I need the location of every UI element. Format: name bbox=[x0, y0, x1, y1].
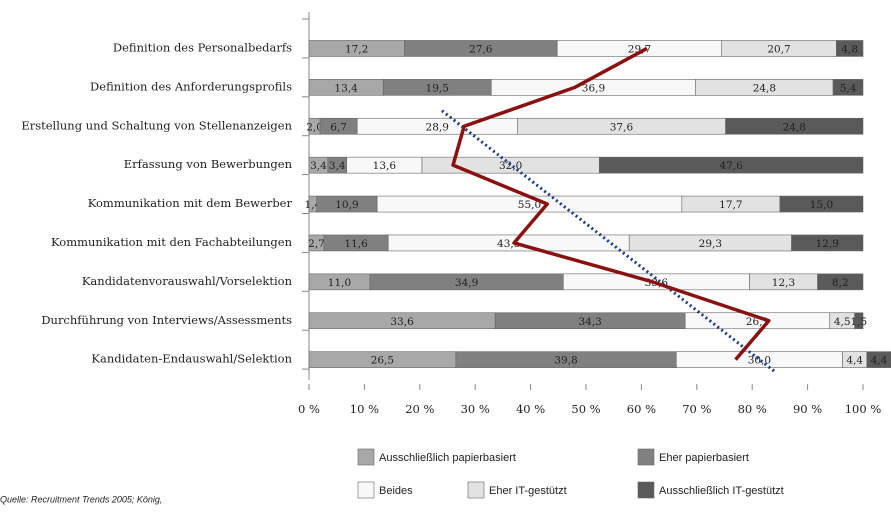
value-label: 26,5 bbox=[371, 355, 394, 367]
legend-label: Beides bbox=[379, 485, 413, 497]
bar-segment bbox=[791, 234, 864, 252]
value-label: 29,3 bbox=[699, 238, 722, 250]
value-label: 4,5 bbox=[834, 316, 851, 328]
value-label: 13,4 bbox=[334, 82, 358, 94]
x-tick-label: 80 % bbox=[738, 402, 767, 416]
value-label: 4,8 bbox=[841, 43, 858, 55]
value-label: 15,0 bbox=[810, 199, 833, 211]
value-label: 39,8 bbox=[554, 355, 577, 367]
x-tick-label: 50 % bbox=[571, 402, 600, 416]
value-label: 3,4 bbox=[310, 160, 327, 172]
value-label: 20,7 bbox=[767, 43, 790, 55]
value-label: 17,2 bbox=[345, 43, 368, 55]
value-label: 28,9 bbox=[426, 121, 449, 133]
category-label: Kandidatenvorauswahl/Vorselektion bbox=[82, 274, 293, 288]
source-note: Quelle: Recruitment Trends 2005; König, bbox=[0, 494, 162, 504]
trend-line bbox=[441, 109, 776, 373]
legend-swatch bbox=[637, 481, 655, 499]
value-label: 30,0 bbox=[748, 355, 771, 367]
x-tick-label: 0 % bbox=[298, 402, 320, 416]
value-label: 19,5 bbox=[426, 82, 449, 94]
category-label: Kommunikation mit den Fachabteilungen bbox=[51, 235, 293, 249]
x-tick-label: 30 % bbox=[461, 402, 490, 416]
value-label: 24,8 bbox=[753, 82, 776, 94]
legend-label: Eher papierbasiert bbox=[659, 452, 749, 464]
value-label: 4,4 bbox=[846, 355, 863, 367]
category-label: Kandidaten-Endauswahl/Selektion bbox=[91, 352, 292, 366]
category-label: Erfassung von Bewerbungen bbox=[124, 157, 293, 171]
value-label: 12,3 bbox=[772, 277, 795, 289]
x-tick-label: 20 % bbox=[405, 402, 434, 416]
category-label: Definition des Anforderungsprofils bbox=[90, 79, 292, 93]
bar-segment bbox=[779, 195, 864, 213]
value-label: 47,6 bbox=[719, 160, 743, 172]
value-label: 24,8 bbox=[783, 121, 806, 133]
value-label: 2,0 bbox=[306, 121, 323, 133]
x-tick-label: 90 % bbox=[793, 402, 822, 416]
value-label: 37,6 bbox=[610, 121, 634, 133]
value-label: 34,3 bbox=[578, 316, 601, 328]
category-label: Kommunikation mit dem Bewerber bbox=[88, 196, 293, 210]
value-label: 5,4 bbox=[840, 82, 857, 94]
value-label: 17,7 bbox=[719, 199, 742, 211]
value-label: 11,6 bbox=[344, 238, 368, 250]
legend-swatch bbox=[357, 448, 375, 466]
bar-segment bbox=[817, 273, 864, 291]
value-label: 27,6 bbox=[469, 43, 493, 55]
bar-segment bbox=[854, 312, 864, 330]
value-label: 3,4 bbox=[329, 160, 346, 172]
legend-swatch bbox=[467, 481, 485, 499]
value-label: 32,0 bbox=[499, 160, 522, 172]
value-label: 6,7 bbox=[330, 121, 347, 133]
value-label: 13,6 bbox=[373, 160, 397, 172]
x-tick-label: 60 % bbox=[627, 402, 656, 416]
value-label: 8,2 bbox=[832, 277, 849, 289]
legend-swatch bbox=[637, 448, 655, 466]
x-tick-label: 70 % bbox=[682, 402, 711, 416]
bar-segment bbox=[725, 117, 864, 135]
value-label: 10,9 bbox=[335, 199, 358, 211]
x-tick-label: 100 % bbox=[845, 402, 882, 416]
value-label: 36,9 bbox=[582, 82, 605, 94]
legend-label: Ausschließlich papierbasiert bbox=[379, 452, 516, 464]
category-label: Durchführung von Interviews/Assessments bbox=[41, 313, 292, 327]
value-label: 29,7 bbox=[628, 43, 651, 55]
category-label: Erstellung und Schaltung von Stellenanze… bbox=[21, 118, 292, 132]
value-label: 1,5 bbox=[850, 316, 867, 328]
value-label: 11,0 bbox=[328, 277, 351, 289]
bar-segment bbox=[832, 79, 864, 96]
category-label: Definition des Personalbedarfs bbox=[113, 40, 292, 54]
legend-swatch bbox=[357, 481, 375, 499]
x-tick-label: 40 % bbox=[516, 402, 545, 416]
bar-segment bbox=[598, 156, 864, 174]
value-label: 2,7 bbox=[308, 238, 325, 250]
bar-segment bbox=[836, 40, 864, 57]
value-label: 34,9 bbox=[455, 277, 478, 289]
legend-label: Eher IT-gestützt bbox=[489, 485, 567, 497]
legend-label: Ausschließlich IT-gestützt bbox=[659, 485, 784, 497]
bar-segment bbox=[866, 351, 891, 368]
value-label: 12,9 bbox=[816, 238, 839, 250]
overlay-line bbox=[451, 46, 771, 361]
x-tick-label: 10 % bbox=[350, 402, 379, 416]
value-label: 33,6 bbox=[390, 316, 414, 328]
value-label: 4,4 bbox=[871, 355, 888, 367]
value-label: 55,0 bbox=[518, 199, 541, 211]
